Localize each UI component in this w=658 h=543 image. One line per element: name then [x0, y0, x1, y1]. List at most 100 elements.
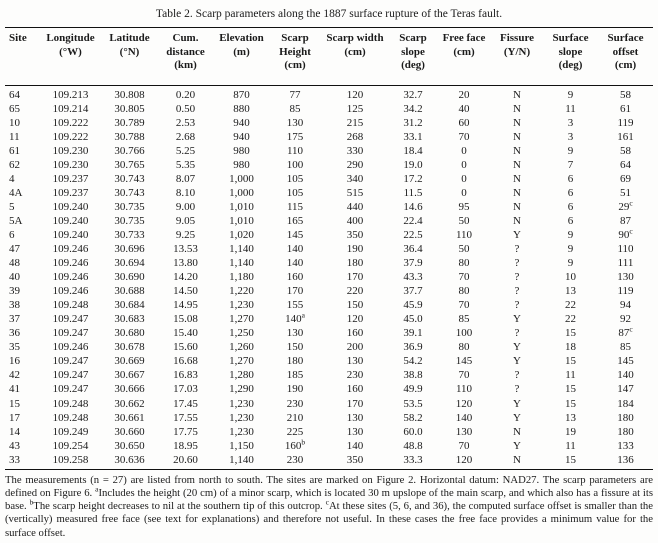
cell-latitude: 30.743: [114, 186, 145, 199]
cell-surface-slope: 7: [567, 158, 574, 171]
cell-fissure: ?: [514, 299, 520, 312]
column-header-line: offset: [612, 45, 639, 58]
cell-scarp-height: 77: [289, 88, 301, 101]
cell-site: 17: [9, 411, 20, 424]
cell-elevation: 1,010: [229, 200, 254, 213]
cell-surface-slope: 11: [565, 439, 576, 452]
cell-latitude: 30.666: [114, 383, 145, 396]
cell-scarp-width: 330: [346, 144, 364, 157]
cell-free-face: 110: [455, 383, 473, 396]
cell-cum-distance: 8.07: [175, 172, 196, 185]
cell-scarp-width: 125: [346, 102, 364, 115]
cell-site: 41: [9, 383, 20, 396]
cell-longitude: 109.240: [52, 228, 89, 241]
cell-site: 6: [9, 228, 15, 241]
cell-free-face: 20: [458, 88, 470, 101]
table-row: 37 109.247 30.683 15.08 1,270 140a 120 45.0 85 Y 2…: [5, 311, 653, 326]
column-header-scarp-slope: Scarp slope (deg): [389, 27, 437, 86]
column-header-line: Surface: [552, 32, 589, 44]
cell-elevation: 1,000: [229, 186, 254, 199]
column-header-line: (deg): [401, 59, 425, 71]
cell-scarp-height: 85: [289, 102, 301, 115]
cell-site: 5A: [9, 214, 23, 227]
cell-surface-slope: 11: [565, 102, 576, 115]
cell-free-face: 50: [458, 214, 470, 227]
column-header-line: Scarp: [281, 32, 309, 44]
cell-fissure: ?: [514, 327, 520, 340]
cell-site: 42: [9, 369, 20, 382]
cell-longitude: 109.249: [52, 425, 89, 438]
cell-surface-offset: 51: [620, 186, 631, 199]
cell-site: 65: [9, 102, 20, 115]
cell-free-face: 70: [458, 299, 470, 312]
cell-longitude: 109.246: [52, 243, 89, 256]
cell-elevation: 1,260: [229, 341, 254, 354]
cell-longitude: 109.246: [52, 285, 89, 298]
cell-surface-offset: 147: [617, 383, 634, 396]
cell-fissure: Y: [513, 397, 521, 410]
cell-surface-offset: 136: [617, 453, 634, 466]
cell-surface-slope: 9: [567, 144, 574, 157]
cell-scarp-width: 160: [346, 383, 364, 396]
cell-free-face: 70: [458, 130, 470, 143]
cell-fissure: Y: [513, 439, 521, 452]
cell-free-face: 130: [455, 425, 473, 438]
table-title: Table 2. Scarp parameters along the 1887…: [155, 8, 503, 20]
cell-free-face: 80: [458, 341, 470, 354]
cell-scarp-height: 185: [286, 369, 304, 382]
cell-cum-distance: 5.25: [175, 144, 196, 157]
cell-surface-offset: 29c: [618, 198, 633, 213]
cell-scarp-height: 130: [286, 327, 304, 340]
column-header-line: (deg): [558, 59, 583, 71]
cell-scarp-width: 230: [346, 369, 364, 382]
cell-cum-distance: 20.60: [173, 453, 198, 466]
cell-scarp-width: 160: [346, 327, 364, 340]
column-header-latitude: Latitude (°N): [102, 27, 157, 86]
table-row: 6 109.240 30.733 9.25 1,020 145 350 22.5 110 Y 9 90…: [5, 226, 653, 242]
cell-surface-offset: 90c: [618, 226, 633, 241]
cell-surface-offset: 145: [617, 355, 634, 368]
cell-scarp-width: 190: [346, 243, 364, 256]
column-header-line: Cum.: [172, 32, 199, 44]
cell-fissure: Y: [513, 228, 521, 241]
table-row: 5A 109.240 30.735 9.05 1,010 165 400 22.4 50 N 6 87: [5, 214, 653, 228]
cell-scarp-slope: 54.2: [403, 355, 423, 368]
cell-surface-offset: 180: [617, 411, 634, 424]
cell-free-face: 120: [455, 453, 473, 466]
cell-scarp-height: 160: [286, 271, 304, 284]
cell-scarp-slope: 14.6: [403, 200, 423, 213]
table-row: 40 109.246 30.690 14.20 1,180 160 170 43.3 70? 10…: [5, 270, 653, 284]
cell-longitude: 109.247: [52, 313, 89, 326]
cell-free-face: 70: [458, 439, 470, 452]
cell-surface-slope: 15: [565, 397, 576, 410]
cell-longitude: 109.246: [52, 341, 89, 354]
cell-scarp-width: 515: [346, 186, 364, 199]
cell-fissure: Y: [513, 341, 521, 354]
cell-site: 33: [9, 453, 20, 466]
cell-scarp-slope: 36.4: [403, 243, 423, 256]
table-body: 64 109.213 30.808 0.20 870 77 120 32.7 20 N 9 58 65 1…: [5, 85, 653, 469]
cell-longitude: 109.240: [52, 200, 89, 213]
cell-surface-slope: 15: [565, 327, 576, 340]
table-row: 35 109.246 30.678 15.60 1,260 150 200 36.9 80 Y 18…: [5, 340, 653, 354]
table-header: Site Longitude (°W) Latitude (°N) Cum. distanc…: [5, 27, 653, 86]
cell-scarp-width: 140: [346, 439, 364, 452]
column-header-fissure: Fissure (Y/N): [491, 27, 543, 86]
cell-elevation: 1,230: [229, 425, 254, 438]
cell-latitude: 30.808: [114, 88, 145, 101]
cell-fissure: N: [513, 158, 521, 171]
table-row: 10 109.222 30.789 2.53 940 130 215 31.2 60 N 3 119: [5, 116, 653, 130]
cell-site: 16: [9, 355, 20, 368]
cell-surface-slope: 6: [567, 200, 574, 213]
cell-scarp-height: 190: [286, 383, 304, 396]
cell-scarp-height: 210: [286, 411, 304, 424]
cell-scarp-width: 180: [346, 257, 364, 270]
cell-surface-slope: 15: [565, 383, 576, 396]
cell-fissure: N: [513, 425, 521, 438]
cell-longitude: 109.247: [52, 327, 89, 340]
cell-scarp-slope: 34.2: [403, 102, 423, 115]
cell-surface-offset: 161: [617, 130, 634, 143]
table-row: 5 109.240 30.735 9.00 1,010 115 440 14.6 95 N 6 29c: [5, 198, 653, 214]
cell-elevation: 1,220: [229, 285, 254, 298]
cell-scarp-slope: 33.3: [403, 453, 423, 466]
